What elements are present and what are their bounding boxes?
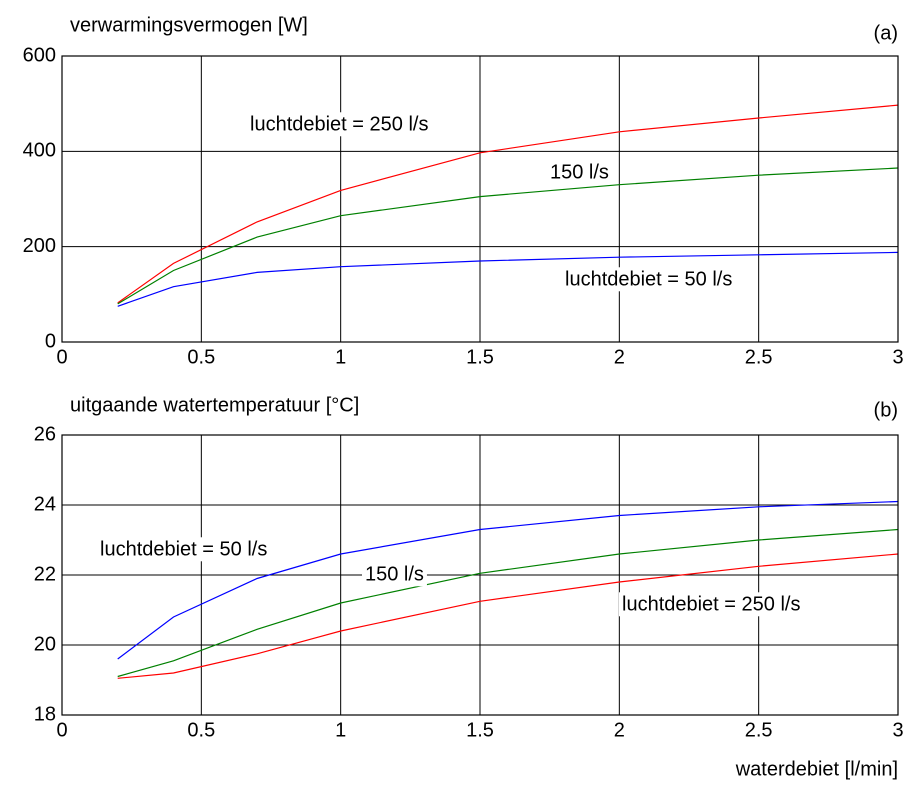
x-tick-label: 2.5 (745, 719, 773, 741)
x-tick-label: 0.5 (187, 719, 215, 741)
data-line (117, 553, 899, 679)
label-background (362, 562, 427, 587)
y-tick-label: 200 (23, 235, 56, 257)
x-tick-label: 2.5 (745, 346, 773, 368)
data-line (117, 500, 899, 660)
series-label: 150 l/s (550, 161, 609, 183)
panel-label: (b) (874, 399, 898, 421)
x-tick-label: 0.5 (187, 346, 215, 368)
series-label: luchtdebiet = 50 l/s (100, 538, 267, 560)
x-tick-label: 1.5 (466, 719, 494, 741)
label-background (547, 160, 612, 185)
y-tick-label: 400 (23, 140, 56, 162)
data-line (117, 167, 899, 305)
y-tick-label: 20 (34, 633, 56, 655)
label-background (97, 537, 271, 562)
data-line (117, 251, 899, 307)
x-tick-label: 2 (614, 346, 625, 368)
y-axis-label: uitgaande watertemperatuur [°C] (70, 394, 359, 416)
label-background (619, 592, 804, 617)
x-axis-label: waterdebiet [l/min] (735, 758, 898, 780)
plot-frame (61, 434, 899, 716)
x-tick-label: 2 (614, 719, 625, 741)
label-background (247, 112, 432, 137)
y-tick-label: 600 (23, 44, 56, 66)
y-axis-label: verwarmingsvermogen [W] (70, 14, 308, 36)
data-line (117, 104, 899, 304)
y-tick-label: 18 (34, 703, 56, 725)
label-background (562, 267, 736, 292)
plot-frame (61, 55, 899, 343)
x-tick-label: 1 (335, 346, 346, 368)
x-tick-label: 1.5 (466, 346, 494, 368)
series-label: luchtdebiet = 250 l/s (622, 593, 800, 615)
y-tick-label: 22 (34, 563, 56, 585)
series-label: luchtdebiet = 250 l/s (250, 113, 428, 135)
series-label: luchtdebiet = 50 l/s (565, 268, 732, 290)
x-tick-label: 0 (56, 346, 67, 368)
y-tick-label: 26 (34, 423, 56, 445)
data-line (117, 528, 899, 678)
x-tick-label: 3 (892, 719, 903, 741)
y-tick-label: 0 (45, 330, 56, 352)
x-tick-label: 1 (335, 719, 346, 741)
x-tick-label: 0 (56, 719, 67, 741)
panel-label: (a) (874, 22, 898, 44)
series-label: 150 l/s (365, 563, 424, 585)
x-tick-label: 3 (892, 346, 903, 368)
y-tick-label: 24 (34, 493, 56, 515)
